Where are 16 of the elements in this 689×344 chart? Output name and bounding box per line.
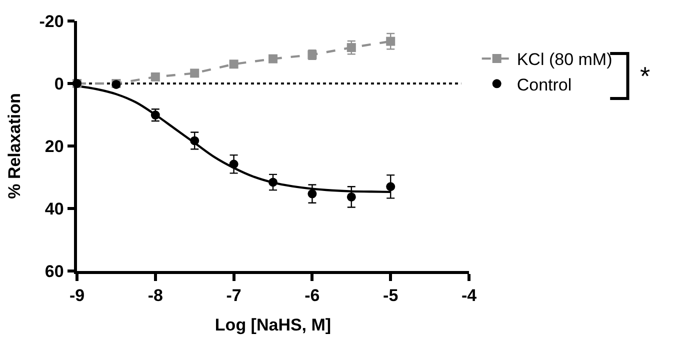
- x-tick-label: -4: [461, 286, 478, 306]
- x-tick-label: -9: [69, 286, 85, 306]
- x-tick-label: -7: [226, 286, 242, 306]
- x-tick-label: -8: [148, 286, 163, 306]
- x-tick-label: -5: [383, 286, 398, 306]
- legend-label: Control: [516, 75, 572, 94]
- y-tick-label: 0: [54, 74, 64, 94]
- text: *: [640, 61, 650, 91]
- y-axis-title: % Relaxation: [4, 93, 24, 199]
- legend-label: KCl (80 mM): [516, 50, 612, 70]
- x-tick-label: -6: [304, 286, 320, 306]
- y-tick-label: -20: [39, 12, 64, 31]
- y-tick-label: 40: [44, 199, 64, 218]
- y-tick-label: 20: [44, 136, 64, 156]
- y-tick-label: 60: [44, 262, 64, 281]
- x-axis-title: Log [NaHS, M]: [214, 316, 332, 335]
